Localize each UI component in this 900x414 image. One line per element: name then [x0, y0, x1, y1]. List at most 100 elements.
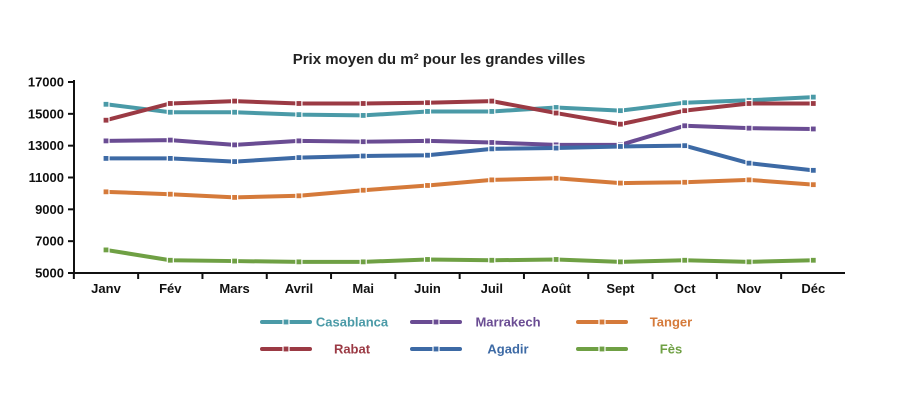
data-point — [809, 99, 817, 108]
data-point — [359, 186, 367, 194]
series-line — [104, 176, 816, 200]
data-point — [102, 188, 110, 196]
data-point — [809, 166, 817, 174]
data-point — [488, 145, 496, 153]
x-tick-label: Juil — [481, 281, 503, 296]
legend-label: Tanger — [650, 315, 692, 330]
data-point — [295, 154, 303, 162]
data-point — [231, 193, 239, 201]
legend-swatch-marker — [598, 345, 606, 353]
legend-item-tanger: Tanger — [576, 315, 692, 330]
legend-label: Marrakech — [475, 315, 540, 330]
x-tick-label: Avril — [285, 281, 313, 296]
data-point — [295, 258, 303, 266]
legend-swatch-marker — [598, 318, 606, 326]
legend-label: Fès — [660, 342, 682, 357]
data-point — [166, 136, 174, 144]
y-tick-label: 9000 — [35, 202, 64, 217]
data-point — [681, 99, 689, 107]
data-point — [102, 100, 110, 108]
series-line — [104, 247, 816, 264]
series-rabat — [102, 97, 817, 128]
y-tick-label: 7000 — [35, 234, 64, 249]
legend-label: Rabat — [334, 342, 371, 357]
data-point — [423, 99, 432, 107]
data-point — [423, 151, 432, 159]
data-point — [231, 157, 239, 166]
legend-swatch-marker — [432, 318, 440, 326]
data-point — [359, 258, 367, 266]
data-point — [423, 255, 432, 264]
x-tick-label: Mai — [352, 281, 374, 296]
data-point — [809, 256, 817, 264]
data-point — [102, 154, 110, 162]
x-tick-label: Fév — [159, 281, 182, 296]
legend-item-agadir: Agadir — [410, 342, 529, 357]
data-point — [552, 144, 560, 152]
data-point — [681, 107, 689, 115]
legend-item-fes: Fès — [576, 342, 682, 357]
x-tick-label: Nov — [737, 281, 762, 296]
data-point — [745, 258, 753, 266]
y-tick-label: 17000 — [28, 75, 64, 90]
y-tick-label: 13000 — [28, 138, 64, 153]
series-line — [104, 99, 816, 127]
series-line — [104, 95, 816, 118]
data-point — [423, 107, 432, 116]
legend-label: Agadir — [487, 342, 528, 357]
x-tick-label: Août — [541, 281, 571, 296]
data-point — [102, 116, 110, 124]
series-agadir — [102, 142, 817, 174]
data-point — [681, 256, 689, 264]
series-layer — [102, 93, 817, 266]
data-point — [488, 138, 496, 147]
data-point — [231, 108, 239, 116]
data-point — [359, 138, 367, 146]
data-point — [102, 246, 110, 254]
y-tick-label: 5000 — [35, 266, 64, 281]
data-point — [231, 97, 239, 105]
legend-item-rabat: Rabat — [260, 342, 371, 357]
legend-item-marrakech: Marrakech — [410, 315, 541, 330]
data-point — [166, 256, 174, 264]
x-tick-label: Mars — [219, 281, 249, 296]
legend-item-casablanca: Casablanca — [260, 315, 389, 330]
y-tick-label: 15000 — [28, 106, 64, 121]
data-point — [809, 125, 817, 133]
data-point — [745, 99, 753, 108]
data-point — [295, 192, 303, 200]
x-tick-label: Juin — [414, 281, 441, 296]
series-casablanca — [102, 93, 817, 120]
data-point — [809, 181, 817, 189]
data-point — [231, 257, 239, 265]
legend: Casablanca Marrakech Tanger Rabat Agadir Fès — [260, 315, 692, 357]
data-point — [423, 137, 432, 145]
data-point — [166, 190, 174, 198]
legend-label: Casablanca — [316, 315, 389, 330]
data-point — [359, 152, 367, 160]
data-point — [359, 111, 367, 120]
data-point — [616, 142, 625, 151]
series-marrakech — [102, 122, 817, 149]
data-point — [681, 178, 689, 186]
y-tick-label: 11000 — [29, 170, 64, 185]
data-point — [423, 181, 432, 190]
data-point — [552, 174, 560, 182]
data-point — [745, 159, 753, 167]
data-point — [359, 99, 367, 108]
legend-swatch-marker — [432, 345, 440, 353]
data-point — [295, 111, 303, 119]
data-point — [552, 255, 560, 264]
series-fes — [102, 246, 817, 266]
legend-swatch-marker — [282, 345, 290, 353]
x-tick-label: Sept — [606, 281, 635, 296]
data-point — [166, 108, 174, 116]
x-tick-label: Oct — [674, 281, 696, 296]
data-point — [488, 176, 496, 184]
x-tick-label: Déc — [801, 281, 825, 296]
data-point — [681, 142, 689, 150]
data-point — [102, 137, 110, 145]
data-point — [231, 141, 239, 149]
data-point — [166, 99, 174, 108]
